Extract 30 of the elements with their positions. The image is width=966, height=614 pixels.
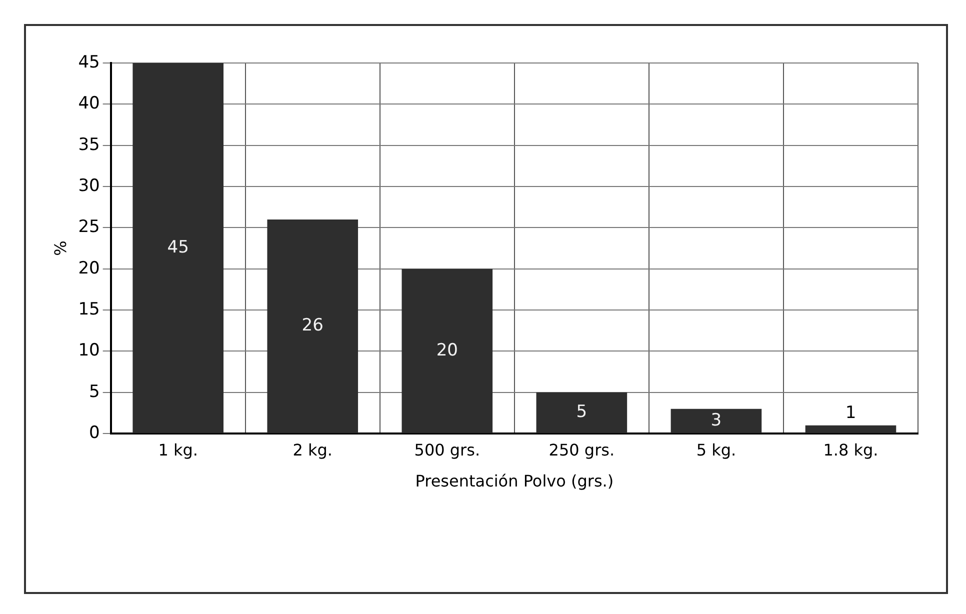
- y-tick-label: 35: [78, 134, 100, 155]
- y-tick-label: 10: [78, 340, 100, 361]
- bar: [805, 425, 896, 434]
- x-axis-title: Presentación Polvo (grs.): [415, 472, 614, 491]
- data-label: 5: [576, 402, 588, 422]
- y-tick-label: 15: [78, 299, 100, 320]
- bar: [132, 63, 224, 434]
- x-tick-label: 2 kg.: [292, 440, 333, 460]
- y-axis-title: %: [50, 240, 70, 256]
- y-tick-label: 0: [89, 423, 100, 444]
- y-tick-label: 45: [78, 52, 100, 72]
- bar: [267, 219, 358, 434]
- bar: [536, 392, 628, 434]
- y-tick-label: 20: [78, 258, 100, 278]
- y-tick-label: 5: [89, 382, 100, 402]
- data-label: 45: [167, 237, 189, 258]
- x-tick-label: 500 grs.: [414, 440, 480, 460]
- data-label: 3: [710, 410, 722, 430]
- data-label: 20: [436, 340, 458, 360]
- bar: [670, 408, 762, 434]
- y-tick-label: 25: [78, 217, 100, 238]
- bar: [402, 268, 493, 434]
- x-tick-label: 250 grs.: [548, 440, 615, 460]
- x-tick-label: 5 kg.: [696, 440, 736, 460]
- y-tick-label: 40: [78, 94, 100, 114]
- x-tick-label: 1 kg.: [158, 440, 198, 460]
- data-label: 1: [845, 402, 856, 423]
- x-tick-label: 1.8 kg.: [823, 440, 878, 460]
- y-tick-label: 30: [78, 176, 100, 196]
- data-label: 26: [302, 316, 324, 336]
